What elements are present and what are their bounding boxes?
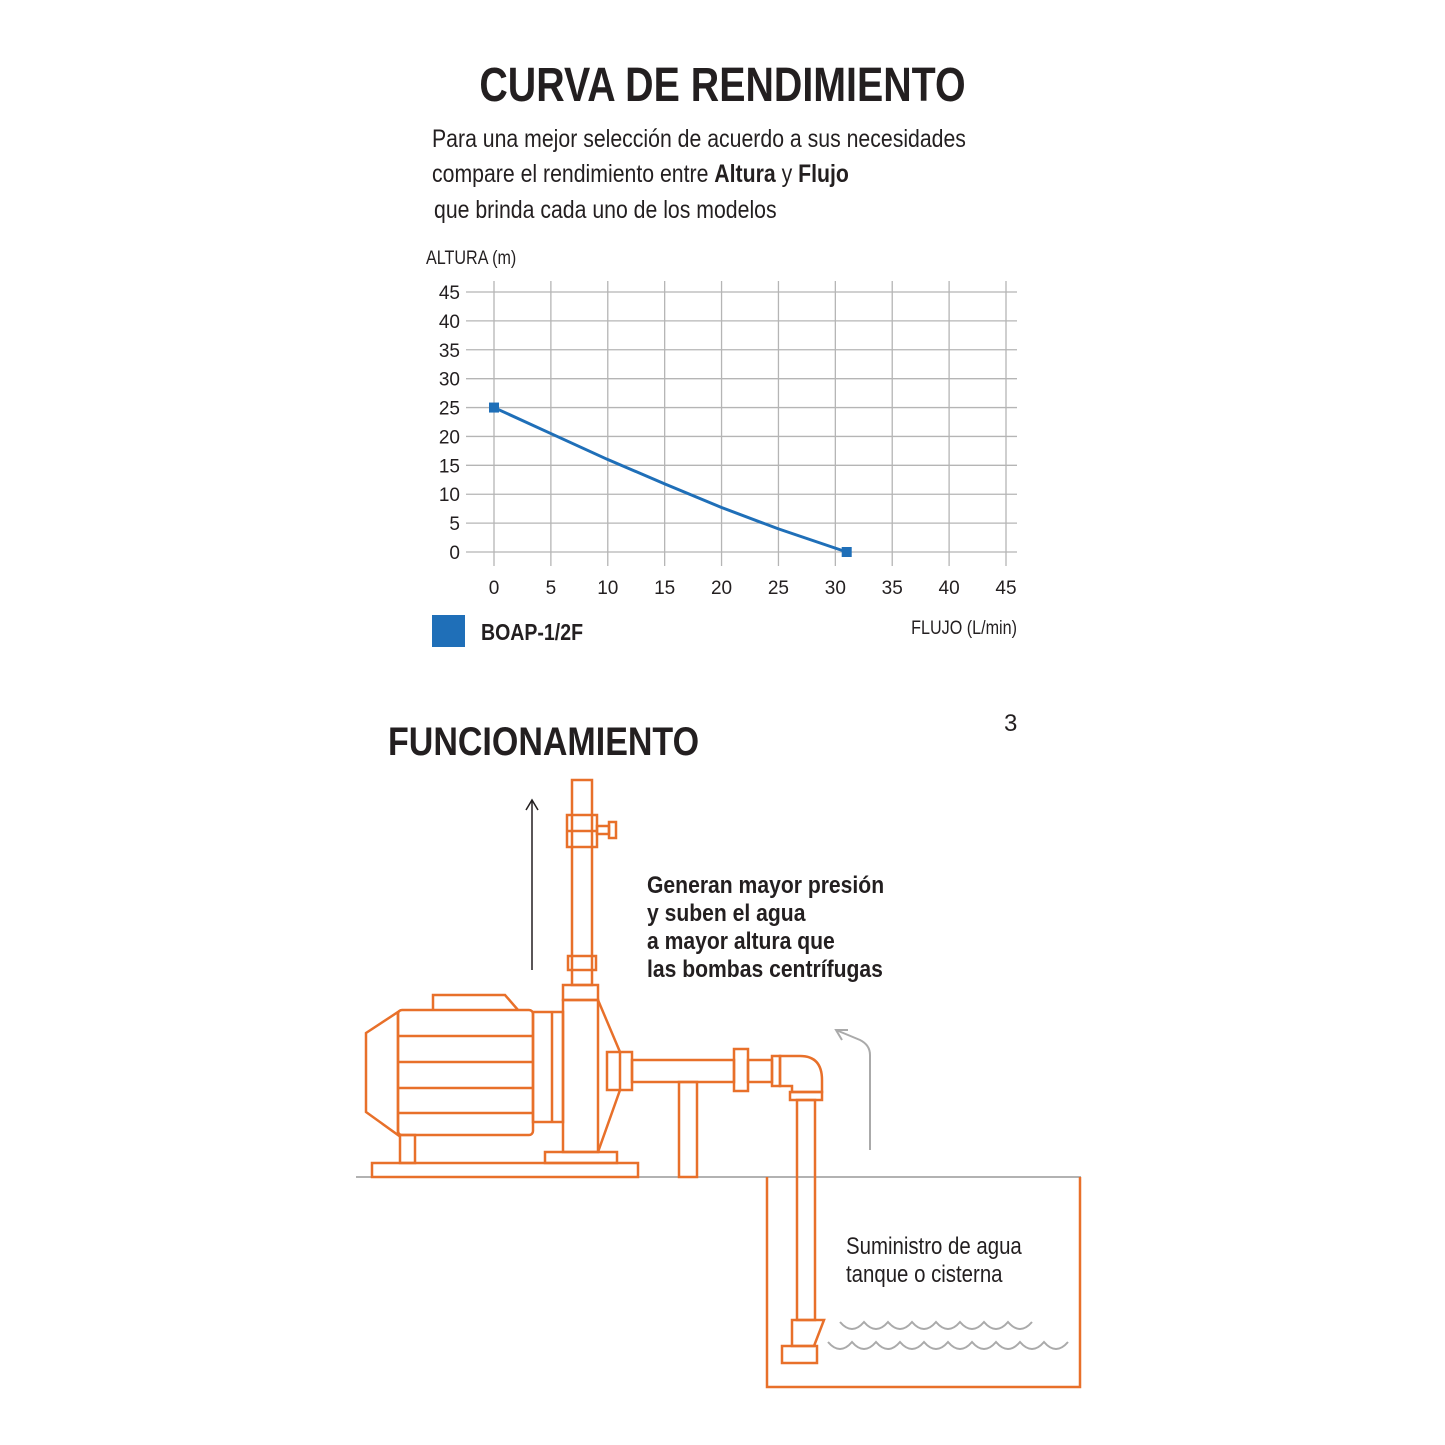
y-tick-label: 5 (449, 514, 460, 535)
data-point-marker (489, 402, 499, 413)
note-line: y suben el agua (647, 900, 806, 927)
x-tick-label: 5 (546, 578, 557, 599)
series-lines (489, 402, 852, 557)
intro-line-3: que brinda cada uno de los modelos (434, 196, 777, 224)
data-point-marker (841, 547, 852, 557)
pump-motor (364, 993, 640, 1179)
x-ticks: 0 5 10 15 20 25 30 35 40 45 (489, 578, 1017, 599)
intro-text: y (775, 160, 799, 188)
page-title: CURVA DE RENDIMIENTO (479, 59, 966, 112)
y-tick-label: 10 (439, 485, 460, 506)
x-tick-label: 45 (995, 578, 1016, 599)
suction-pipe (605, 1047, 826, 1365)
x-tick-label: 10 (597, 578, 618, 599)
x-axis-label: FLUJO (L/min) (911, 617, 1017, 639)
series-line (493, 406, 848, 554)
chart-grid (466, 281, 1017, 566)
note-line: a mayor altura que (647, 928, 835, 955)
x-tick-label: 25 (768, 578, 789, 599)
note-line: las bombas centrífugas (647, 956, 883, 983)
intro-bold-altura: Altura (714, 160, 776, 188)
y-tick-label: 30 (439, 370, 460, 391)
x-tick-label: 40 (939, 578, 960, 599)
x-tick-label: 30 (825, 578, 846, 599)
x-tick-label: 0 (489, 578, 500, 599)
section-title: FUNCIONAMIENTO (388, 720, 700, 764)
y-axis-label: ALTURA (m) (426, 247, 516, 269)
y-tick-label: 45 (439, 283, 460, 304)
legend-swatch (432, 615, 465, 647)
x-tick-label: 15 (654, 578, 675, 599)
intro-line-1: Para una mejor selección de acuerdo a su… (432, 125, 966, 153)
y-tick-label: 0 (449, 543, 460, 564)
legend-label: BOAP-1/2F (481, 620, 583, 646)
x-tick-label: 20 (711, 578, 732, 599)
water-waves-icon (827, 1320, 1069, 1350)
curved-arrow-icon (834, 1029, 871, 1150)
intro-line-2: compare el rendimiento entre Altura y Fl… (432, 160, 849, 189)
up-arrow-icon (525, 798, 539, 970)
y-tick-label: 20 (439, 427, 460, 448)
y-ticks: 0 5 10 15 20 25 30 35 40 45 (439, 283, 460, 564)
supply-line: Suministro de agua (846, 1233, 1022, 1260)
page-number: 3 (1004, 710, 1018, 737)
supply-line: tanque o cisterna (846, 1261, 1003, 1288)
intro-bold-flujo: Flujo (798, 160, 849, 188)
y-tick-label: 40 (439, 312, 460, 333)
performance-chart: 0 5 10 15 20 25 30 35 40 45 0 5 10 15 20 25 30 35 40 45 AL… (426, 247, 1017, 647)
intro-text: compare el rendimiento entre (432, 160, 715, 188)
y-tick-label: 35 (439, 341, 460, 362)
y-tick-label: 25 (439, 399, 460, 420)
note-line: Generan mayor presión (647, 872, 885, 899)
pump-body (543, 778, 622, 1165)
y-tick-label: 15 (439, 456, 460, 477)
x-tick-label: 35 (882, 578, 903, 599)
